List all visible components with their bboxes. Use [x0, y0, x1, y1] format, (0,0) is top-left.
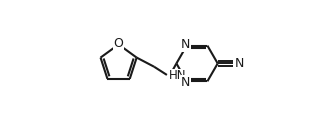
Text: HN: HN [169, 69, 186, 82]
Text: N: N [181, 76, 190, 89]
Text: N: N [181, 38, 190, 51]
Text: N: N [235, 57, 244, 70]
Text: O: O [114, 37, 124, 50]
